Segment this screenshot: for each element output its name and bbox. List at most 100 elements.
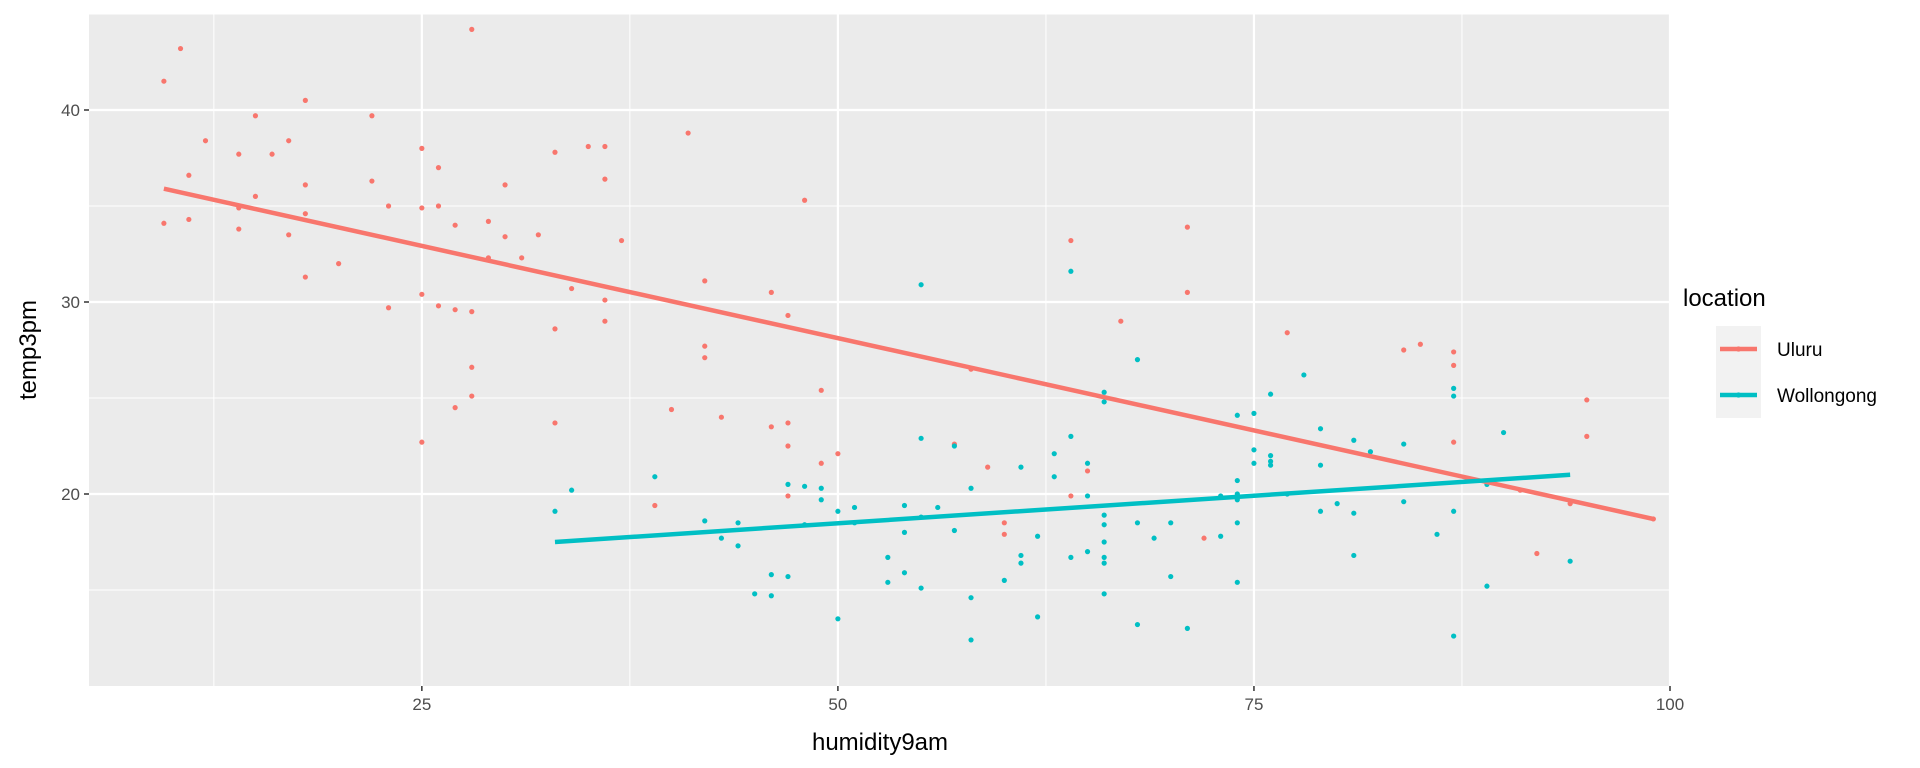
data-point-wollongong [968,485,974,491]
data-point-uluru [602,318,608,324]
y-axis-title: temp3pm [15,300,42,400]
data-point-uluru [485,218,492,224]
x-tick-label: 100 [1656,695,1684,714]
data-point-uluru [1001,531,1007,537]
data-point-uluru [469,364,475,370]
data-point-wollongong [968,595,974,601]
data-point-wollongong [1451,393,1457,399]
data-point-wollongong [718,535,725,541]
data-point-uluru [802,197,808,203]
data-point-uluru [186,216,192,223]
data-point-wollongong [1351,552,1357,559]
data-point-uluru [552,420,558,426]
x-axis-ticks: 25 50 75 100 [412,686,1684,714]
data-point-wollongong [918,585,924,591]
data-point-uluru [1001,520,1007,526]
data-point-wollongong [1401,499,1407,505]
data-point-uluru [186,172,192,178]
data-point-wollongong [752,591,758,597]
data-point-uluru [385,203,392,209]
data-point-uluru [685,130,691,136]
data-point-uluru [452,307,458,313]
data-point-uluru [419,439,425,445]
data-point-uluru [785,420,791,426]
data-point-uluru [702,278,708,284]
data-point-uluru [702,355,708,361]
data-point-wollongong [1251,460,1257,466]
data-point-wollongong [802,483,808,489]
data-point-uluru [1451,349,1457,355]
data-point-wollongong [818,497,824,503]
data-point-uluru [718,414,725,420]
data-point-uluru [1068,237,1074,244]
data-point-wollongong [1351,510,1357,516]
trend-line-uluru [163,186,1654,522]
data-point-uluru [1401,347,1407,353]
data-point-wollongong [968,637,974,643]
data-point-uluru [1534,550,1540,557]
data-point-wollongong [885,579,891,585]
data-point-uluru [602,176,608,182]
data-point-wollongong [768,572,774,578]
data-point-wollongong [1267,391,1274,397]
data-point-wollongong [1218,533,1224,539]
x-tick-label: 25 [412,695,431,714]
data-point-wollongong [1101,399,1107,405]
legend-label-wollongong: Wollongong [1777,386,1877,407]
data-point-uluru [652,502,658,509]
data-point-uluru [269,151,275,157]
data-point-wollongong [1101,554,1107,560]
data-point-wollongong [835,616,841,622]
data-point-wollongong [1317,508,1324,514]
data-point-wollongong [1451,385,1457,391]
data-point-uluru [668,406,675,413]
data-point-wollongong [1334,501,1340,507]
data-point-wollongong [1051,451,1057,457]
data-point-wollongong [1251,410,1257,416]
data-point-uluru [602,143,608,150]
data-point-uluru [385,305,392,311]
data-point-uluru [286,232,292,238]
data-point-uluru [985,464,991,470]
data-point-wollongong [1134,357,1141,363]
data-point-uluru [302,274,308,280]
data-point-wollongong [785,573,791,580]
data-point-uluru [302,182,308,188]
legend-title: location [1683,285,1766,312]
x-tick-label: 75 [1244,695,1263,714]
data-point-uluru [1068,493,1074,499]
data-point-uluru [286,138,292,144]
data-point-wollongong [951,443,957,449]
data-point-uluru [535,232,541,238]
legend-label-uluru: Uluru [1777,340,1822,361]
data-point-uluru [618,237,625,244]
data-point-wollongong [1451,508,1457,514]
data-point-wollongong [1084,493,1091,499]
data-point-wollongong [1101,539,1107,545]
data-point-uluru [435,203,442,209]
data-point-wollongong [901,570,908,576]
data-point-wollongong [935,504,941,511]
data-point-wollongong [1234,579,1240,585]
data-point-wollongong [918,435,924,441]
y-tick-label: 30 [61,293,80,312]
data-point-wollongong [1401,441,1407,447]
data-point-wollongong [785,481,791,487]
data-point-wollongong [1101,560,1107,566]
data-point-wollongong [702,518,708,524]
data-point-uluru [502,234,508,240]
data-point-wollongong [1484,583,1490,589]
data-point-uluru [602,297,608,303]
data-point-uluru [252,193,259,199]
minor-gridlines [89,13,1670,686]
data-point-uluru [302,97,308,103]
data-point-uluru [202,138,209,144]
data-point-uluru [419,291,425,297]
data-point-uluru [1417,341,1423,347]
data-point-uluru [1451,439,1457,445]
data-point-uluru [369,178,375,184]
data-point-uluru [552,149,558,155]
data-point-wollongong [1500,429,1507,436]
data-point-uluru [252,113,259,119]
data-point-wollongong [1317,462,1324,468]
